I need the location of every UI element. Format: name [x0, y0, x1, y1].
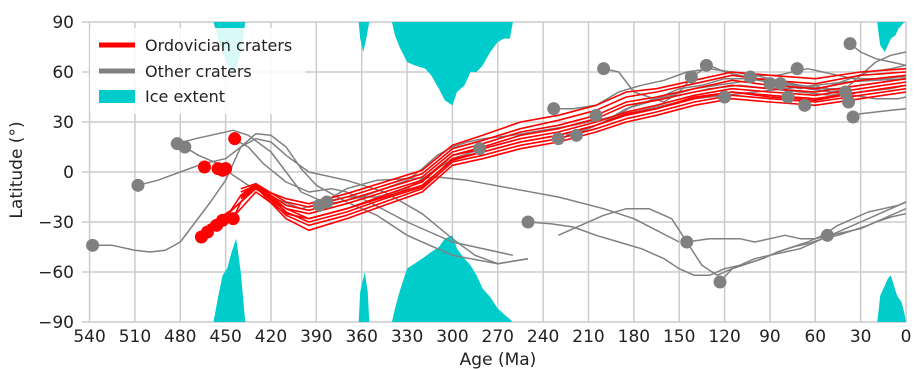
- other-crater-point: [839, 85, 853, 99]
- y-tick-label: 60: [52, 63, 74, 83]
- other-crater-track: [719, 201, 907, 283]
- y-axis-label: Latitude (°): [7, 121, 27, 218]
- points-layer: [86, 37, 860, 289]
- x-tick-label: 420: [255, 327, 287, 347]
- y-tick-label: −60: [38, 263, 74, 283]
- other-crater-track: [92, 132, 529, 265]
- other-crater-point: [842, 95, 856, 109]
- other-crater-point: [684, 70, 698, 84]
- y-tick-label: 30: [52, 113, 74, 133]
- other-crater-point: [569, 128, 583, 142]
- other-crater-point: [597, 62, 611, 76]
- other-crater-point: [178, 140, 192, 154]
- other-crater-point: [781, 90, 795, 104]
- legend: Ordovician craters Other craters Ice ext…: [90, 28, 305, 114]
- ordovician-crater-track: [240, 87, 907, 227]
- other-crater-point: [551, 132, 565, 146]
- ordovician-crater-point: [226, 212, 240, 226]
- other-crater-track: [184, 146, 680, 243]
- other-crater-point: [790, 62, 804, 76]
- other-crater-point: [846, 110, 860, 124]
- y-tick-label: −90: [38, 313, 74, 333]
- other-crater-point: [86, 238, 100, 252]
- other-crater-point: [713, 275, 727, 289]
- other-crater-track: [319, 77, 907, 207]
- ice-extent-south: [213, 238, 246, 322]
- x-tick-label: 210: [572, 327, 604, 347]
- legend-ordovician-label: Ordovician craters: [145, 36, 292, 55]
- other-crater-point: [473, 142, 487, 156]
- ordovician-crater-track: [240, 84, 907, 223]
- other-crater-point: [680, 235, 694, 249]
- y-tick-label: 90: [52, 13, 74, 33]
- other-crater-point: [798, 98, 812, 112]
- other-crater-point: [131, 178, 145, 192]
- other-crater-track: [686, 201, 907, 243]
- other-crater-point: [320, 195, 334, 209]
- ordovician-crater-point: [197, 160, 211, 174]
- ordovician-crater-point: [216, 213, 230, 227]
- tick-labels: 540 510 480 450 420 390 360 330 300 270 240 210 180 1…: [38, 13, 911, 347]
- ice-extent-north: [358, 22, 370, 52]
- other-crater-point: [743, 70, 757, 84]
- y-tick-label: −30: [38, 213, 74, 233]
- other-crater-point: [521, 215, 535, 229]
- legend-other-label: Other craters: [145, 62, 252, 81]
- x-tick-label: 330: [391, 327, 423, 347]
- ordovician-crater-track: [240, 91, 907, 232]
- other-crater-point: [699, 58, 713, 72]
- other-crater-point: [843, 37, 857, 51]
- ordovician-crater-track: [240, 81, 907, 220]
- x-tick-label: 30: [850, 327, 872, 347]
- x-tick-label: 120: [708, 327, 740, 347]
- ice-extent-north: [877, 22, 906, 52]
- legend-ice-label: Ice extent: [145, 87, 225, 106]
- x-tick-label: 180: [618, 327, 650, 347]
- grid-layer: [82, 21, 907, 323]
- ordovician-crater-point: [200, 225, 214, 239]
- other-crater-track: [232, 138, 514, 257]
- y-tick-label: 0: [63, 163, 74, 183]
- x-tick-label: 90: [759, 327, 781, 347]
- x-tick-label: 60: [804, 327, 826, 347]
- other-crater-point: [774, 77, 788, 91]
- x-tick-label: 240: [527, 327, 559, 347]
- other-crater-point: [763, 77, 777, 91]
- other-crater-point: [547, 102, 561, 116]
- ordovician-crater-track: [232, 67, 907, 220]
- x-tick-label: 390: [300, 327, 332, 347]
- ordovician-crater-point: [228, 132, 242, 146]
- x-tick-label: 540: [73, 327, 105, 347]
- ice-extent-south: [391, 235, 513, 322]
- other-crater-point: [820, 228, 834, 242]
- legend-ice-swatch: [99, 90, 135, 103]
- ice-extent-north: [391, 22, 513, 106]
- x-axis-label: Age (Ma): [460, 350, 537, 369]
- x-tick-label: 270: [482, 327, 514, 347]
- x-tick-label: 360: [345, 327, 377, 347]
- x-tick-label: 300: [436, 327, 468, 347]
- x-tick-label: 150: [663, 327, 695, 347]
- other-crater-point: [589, 108, 603, 122]
- x-tick-label: 450: [209, 327, 241, 347]
- x-tick-label: 480: [164, 327, 196, 347]
- x-tick-label: 510: [119, 327, 151, 347]
- other-crater-point: [718, 90, 732, 104]
- ordovician-crater-point: [219, 162, 233, 176]
- ice-extent-south: [358, 272, 370, 322]
- other-crater-track: [849, 43, 907, 67]
- x-tick-label: 0: [901, 327, 912, 347]
- ice-extent-south: [877, 275, 906, 322]
